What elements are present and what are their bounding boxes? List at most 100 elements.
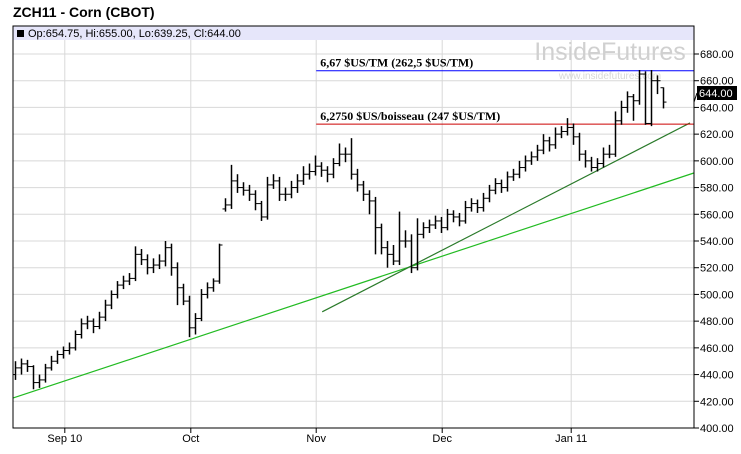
ohlc-bar [216,243,223,284]
trendline [321,122,691,313]
ohlc-readout: Op:654.75, Hi:655.00, Lo:639.25, Cl:644.… [28,28,241,40]
ohlc-bar [486,184,493,203]
plot-area [13,26,694,428]
ohlc-bar [84,315,91,330]
ohlc-bar [156,254,163,270]
last-price-badge [697,86,737,100]
ohlc-bar [564,118,571,136]
ohlc-bar [336,143,343,167]
ohlc-bar [612,111,619,157]
ohlc-bar [72,330,79,351]
ohlc-bar [630,94,637,121]
ohlc-bar [618,100,625,125]
ohlc-bar [222,198,229,212]
ohlc-bar [270,174,277,189]
ohlc-bar [600,147,607,168]
ohlc-bar [204,282,211,299]
ohlc-bar [276,176,283,201]
ohlc-bar [78,318,85,339]
ohlc-bar [432,215,439,229]
ohlc-bar [24,359,31,372]
y-tick-label: 600.00 [700,156,734,168]
ohlc-bar [438,216,445,233]
y-tick-label: 620.00 [700,129,734,141]
ohlc-bar [30,365,37,390]
ohlc-bar [174,262,181,306]
x-tick-label: Dec [432,433,452,445]
ohlc-bar [306,163,313,180]
ohlc-bar [516,160,523,179]
y-tick-label: 540.00 [700,236,734,248]
ohlc-bar [366,190,373,215]
ohlc-bar [588,156,595,172]
ohlc-bar [162,241,169,267]
ohlc-bar [114,281,121,299]
y-tick-label: 580.00 [700,183,734,195]
ohlc-bar [132,246,139,282]
ohlc-bar [570,123,577,145]
ohlc-bar [636,70,643,105]
ohlc-bar [288,180,295,199]
watermark-url: www.insidefutures.com [558,71,661,82]
ohlc-bar [264,176,271,220]
ohlc-bar [258,200,265,221]
ohlc-bar [96,311,103,330]
ohlc-bar [180,283,187,306]
ohlc-bar [420,222,427,239]
y-tick-label: 660.00 [700,76,734,88]
ohlc-bar [654,75,661,95]
y-tick-label: 680.00 [700,49,734,61]
ohlc-bar [660,87,667,109]
ohlc-bar [408,234,415,274]
ohlc-bar [150,258,157,274]
chart-title: ZCH11 - Corn (CBOT) [13,4,155,20]
ohlc-bar [552,127,559,149]
ohlc-bar [48,355,55,371]
ohlc-bar [318,162,325,177]
ohlc-bar [300,166,307,185]
ohlc-bar [66,342,73,355]
level-label: 6,67 $US/TM (262,5 $US/TM) [320,56,473,70]
ohlc-bar [330,158,337,179]
x-tick-label: Nov [306,433,326,445]
ohlc-bar [354,168,361,192]
ohlc-bar [312,155,319,176]
ohlc-bar [294,174,301,193]
ohlc-bar [534,144,541,161]
legend-square-icon [17,30,24,37]
ohlc-bar [624,91,631,113]
ohlc-bar [582,150,589,168]
ohlc-bar [144,254,151,275]
ohlc-bar [474,199,481,213]
ohlc-bar [384,241,391,268]
y-tick-label: 420.00 [700,396,734,408]
ohlc-bar [510,168,517,181]
ohlc-bar [90,318,97,334]
ohlc-bar [414,218,421,271]
ohlc-bar [456,212,463,227]
ohlc-bar [444,208,451,231]
x-tick-label: Sep 10 [47,433,82,445]
ohlc-bar [252,190,259,211]
y-tick-label: 480.00 [700,316,734,328]
ohlc-bar [372,196,379,255]
ohlc-bar [108,290,115,310]
y-tick-label: 520.00 [700,263,734,275]
ohlc-bar [18,358,25,375]
ohlc-bar [198,289,205,322]
ohlc-bar [594,158,601,172]
ohlc-bar [102,299,109,322]
ohlc-bar [138,249,145,266]
last-price-label: 644.00 [699,88,733,100]
last-price-pointer [693,92,698,103]
ohlc-bar [168,243,175,276]
ohlc-bar [480,192,487,212]
ohlc-bar [606,144,613,159]
ohlc-bar [192,313,199,335]
ohlc-bar [324,166,331,183]
y-tick-label: 500.00 [700,289,734,301]
ohlc-bar [450,210,457,223]
ohlc-bar [228,164,235,209]
ohlc-bar [186,295,193,338]
